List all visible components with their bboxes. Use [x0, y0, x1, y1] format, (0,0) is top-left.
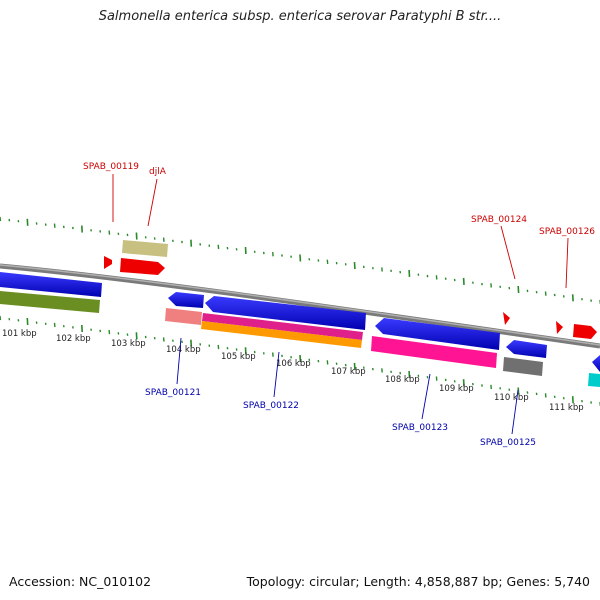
- scale-label-111: 111 kbp: [549, 403, 584, 413]
- gene-feature-djla[interactable]: [120, 258, 165, 275]
- scale-label-104: 104 kbp: [166, 345, 201, 355]
- gene-feature-magenta[interactable]: [202, 313, 363, 340]
- scale-label-105: 105 kbp: [221, 352, 256, 362]
- gene-label-djla[interactable]: djlA: [149, 167, 167, 177]
- gene-feature-spab-00124[interactable]: [503, 312, 510, 325]
- scale-label-108: 108 kbp: [385, 375, 420, 385]
- scale-label-103: 103 kbp: [111, 339, 146, 349]
- gene-feature-green[interactable]: [0, 291, 100, 313]
- gene-feature-small-red[interactable]: [556, 321, 563, 334]
- gene-feature-blue-small-right[interactable]: [506, 340, 547, 358]
- scale-label-106: 106 kbp: [276, 359, 311, 369]
- map-title: Salmonella enterica subsp. enterica sero…: [98, 9, 502, 24]
- gene-label-spab-00124[interactable]: SPAB_00124: [471, 215, 527, 225]
- leader-line-spab-00121: [176, 337, 182, 385]
- gene-label-spab-00119[interactable]: SPAB_00119: [83, 162, 139, 172]
- leader-line-spab-00122: [273, 351, 280, 398]
- gene-feature-spab-00125[interactable]: [503, 357, 543, 376]
- leader-line-spab-00123: [421, 373, 431, 420]
- gene-feature-cyan[interactable]: [588, 373, 600, 387]
- leader-line-spab-00125: [511, 389, 519, 435]
- gene-feature-blue-mid[interactable]: [375, 318, 500, 350]
- outer-tick-ring: [0, 216, 600, 305]
- gene-feature-long-blue[interactable]: [205, 296, 366, 330]
- gene-feature-spab-00122[interactable]: [201, 321, 362, 348]
- genome-backbone: [0, 263, 600, 349]
- gene-feature-spab-00126[interactable]: [573, 324, 597, 339]
- leader-line-spab-00126: [565, 237, 569, 289]
- gene-feature-olive[interactable]: [122, 240, 168, 257]
- inner-tick-ring: [0, 315, 600, 407]
- gene-feature-spab-00119[interactable]: [104, 256, 112, 269]
- gene-feature-blue-edge[interactable]: [592, 355, 600, 372]
- leader-line-djla: [147, 178, 158, 227]
- gene-label-spab-00122[interactable]: SPAB_00122: [243, 401, 299, 411]
- scale-label-101: 101 kbp: [2, 329, 37, 339]
- topology-summary: Topology: circular; Length: 4,858,887 bp…: [246, 574, 590, 589]
- gene-feature-blue-left[interactable]: [0, 272, 102, 297]
- scale-label-102: 102 kbp: [56, 334, 91, 344]
- scale-label-107: 107 kbp: [331, 367, 366, 377]
- gene-label-spab-00125[interactable]: SPAB_00125: [480, 438, 536, 448]
- gene-feature-small-blue[interactable]: [168, 292, 204, 308]
- gene-label-spab-00126[interactable]: SPAB_00126: [539, 227, 595, 237]
- gene-label-spab-00121[interactable]: SPAB_00121: [145, 388, 201, 398]
- leader-line-spab-00124: [500, 225, 516, 280]
- gene-feature-spab-00123[interactable]: [371, 336, 497, 368]
- scale-label-109: 109 kbp: [439, 384, 474, 394]
- gene-label-spab-00123[interactable]: SPAB_00123: [392, 423, 448, 433]
- scale-label-110: 110 kbp: [494, 393, 529, 403]
- accession-text: Accession: NC_010102: [9, 574, 152, 589]
- gene-feature-spab-00121[interactable]: [165, 308, 202, 325]
